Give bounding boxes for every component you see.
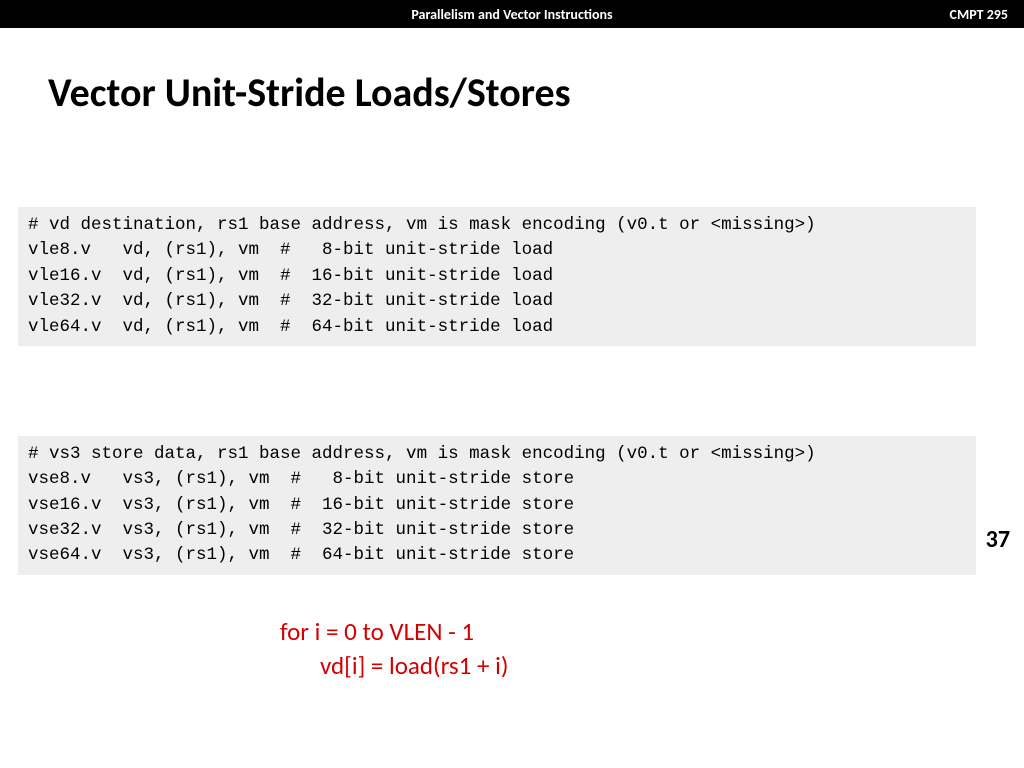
header-center-text: Parallelism and Vector Instructions: [411, 6, 612, 23]
code-block-stores: # vs3 store data, rs1 base address, vm i…: [18, 436, 976, 575]
pseudocode-line-2: vd[i] = load(rs1 + i): [320, 649, 1024, 683]
pseudocode-line-1: for i = 0 to VLEN - 1: [280, 615, 1024, 649]
pseudocode-note: for i = 0 to VLEN - 1 vd[i] = load(rs1 +…: [280, 615, 1024, 683]
header-bar: Parallelism and Vector Instructions CMPT…: [0, 0, 1024, 28]
slide-title: Vector Unit-Stride Loads/Stores: [48, 68, 1024, 117]
code-block-loads: # vd destination, rs1 base address, vm i…: [18, 207, 976, 346]
page-number: 37: [986, 525, 1010, 554]
header-right-text: CMPT 295: [950, 6, 1008, 23]
